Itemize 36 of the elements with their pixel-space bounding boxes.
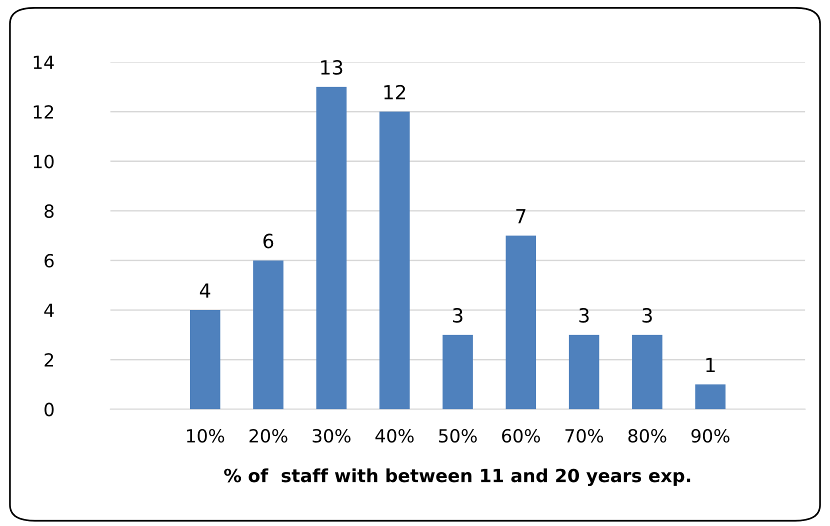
data-label: 1 [706, 358, 715, 372]
data-label: 3 [579, 308, 589, 323]
bar [632, 334, 662, 410]
x-tick-label: 10% [187, 428, 224, 443]
bar [695, 384, 726, 410]
y-tick-label: 12 [34, 105, 54, 119]
x-tick-label: 90% [691, 428, 730, 443]
bar [190, 310, 220, 410]
y-tick-label: 14 [34, 56, 54, 69]
x-tick-label: 30% [312, 428, 351, 443]
bar [506, 236, 536, 410]
data-label: 6 [263, 234, 274, 248]
x-axis-title: % of staff with between 11 and 20 years exp. [224, 468, 690, 486]
x-tick-label: 70% [565, 428, 604, 443]
data-label: 3 [453, 308, 462, 323]
y-tick-label: 2 [44, 353, 54, 366]
data-label: 7 [516, 209, 526, 224]
x-tick-label: 50% [439, 428, 477, 443]
y-tick-label: 4 [44, 304, 54, 317]
x-tick-label: 20% [250, 428, 288, 443]
x-tick-label: 60% [502, 428, 540, 443]
data-label: 3 [642, 308, 652, 323]
bar [442, 334, 473, 410]
y-tick-label: 10 [34, 154, 54, 168]
x-tick-label: 80% [628, 428, 666, 443]
data-label: 12 [384, 84, 406, 100]
y-tick-label: 8 [44, 204, 54, 218]
bar [253, 260, 284, 410]
bar [379, 112, 410, 410]
data-label: 4 [200, 283, 210, 298]
y-tick-label: 0 [44, 402, 54, 416]
x-tick-label: 40% [375, 428, 414, 443]
bar [568, 334, 600, 410]
y-tick-label: 6 [44, 254, 54, 268]
data-label: 13 [321, 60, 342, 75]
bar [316, 86, 347, 410]
